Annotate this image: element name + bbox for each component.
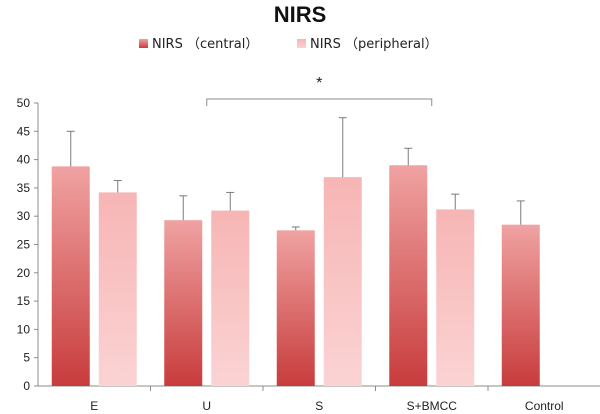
bar-peripheral [211, 210, 250, 386]
y-tick-label: 35 [17, 181, 31, 195]
bar-central [164, 220, 203, 386]
legend-label-peripheral: NIRS （peripheral） [310, 37, 438, 52]
y-tick-label: 0 [23, 379, 30, 393]
y-tick-label: 5 [23, 351, 30, 365]
bar-peripheral [436, 209, 475, 386]
x-tick-label: U [202, 399, 211, 413]
legend-swatch-central [139, 39, 148, 48]
bar-central [276, 230, 315, 386]
significance-marker: * [316, 75, 322, 92]
y-tick-label: 45 [17, 124, 31, 138]
significance-annotation: * [206, 75, 433, 106]
y-tick-label: 15 [17, 294, 31, 308]
legend: NIRS （central） NIRS （peripheral） [139, 37, 438, 52]
y-axis-ticks: 0 5 10 15 20 25 30 35 40 45 50 [17, 96, 38, 393]
x-tick-label: S [315, 399, 323, 413]
y-tick-label: 40 [17, 153, 31, 167]
y-tick-label: 10 [17, 322, 31, 336]
bar-central [51, 166, 90, 386]
x-tick-label: E [90, 399, 98, 413]
y-tick-label: 30 [17, 209, 31, 223]
chart-title: NIRS [274, 2, 327, 27]
y-tick-label: 50 [17, 96, 31, 110]
legend-label-central: NIRS （central） [152, 37, 258, 52]
y-tick-label: 20 [17, 266, 31, 280]
bars [51, 165, 540, 386]
significance-bracket [206, 98, 433, 106]
x-tick-label: S+BMCC [407, 399, 458, 413]
error-bars [66, 117, 525, 231]
x-axis-ticks: E U S S+BMCC Control [90, 386, 564, 413]
x-tick-label: Control [525, 399, 564, 413]
bar-peripheral [323, 177, 362, 386]
legend-swatch-peripheral [297, 39, 306, 48]
bar-central [501, 224, 540, 386]
bar-central [389, 165, 428, 386]
y-tick-label: 25 [17, 238, 31, 252]
bar-peripheral [98, 192, 137, 386]
